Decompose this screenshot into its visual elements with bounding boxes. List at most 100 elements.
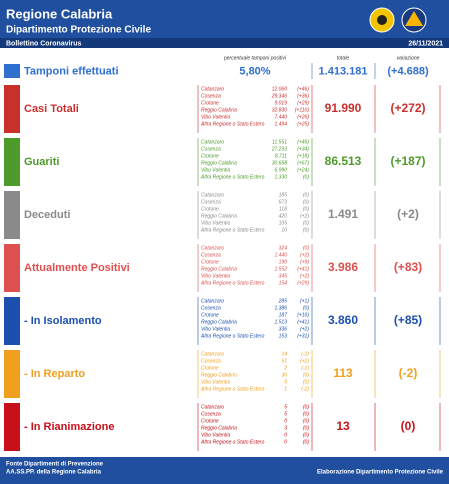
province-name: Vibo Valentia bbox=[201, 379, 230, 385]
section-marker bbox=[4, 138, 20, 186]
province-value: 29.346 bbox=[271, 93, 288, 99]
province-change: (+2) bbox=[300, 326, 309, 332]
province-change: (0) bbox=[303, 192, 309, 198]
province-name: Crotone bbox=[201, 365, 219, 371]
province-name: Altra Regione o Stato Estero bbox=[200, 280, 265, 286]
section-change: (0) bbox=[401, 419, 416, 433]
province-value: 11.551 bbox=[272, 139, 287, 145]
tests-change: (+4.688) bbox=[387, 65, 429, 77]
province-name: Catanzaro bbox=[201, 192, 224, 198]
province-change: (+1) bbox=[300, 298, 309, 304]
province-value: 0 bbox=[284, 432, 287, 438]
province-name: Vibo Valentia bbox=[201, 432, 230, 438]
province-value: 9 bbox=[284, 379, 287, 385]
footer-credit: Elaborazione Dipartimento Protezione Civ… bbox=[317, 470, 444, 476]
province-value: 5 bbox=[284, 411, 287, 417]
province-name: Vibo Valentia bbox=[201, 220, 230, 226]
footer-source-2: AA.SS.PP. della Regione Calabria bbox=[6, 470, 102, 476]
province-change: (+2) bbox=[300, 358, 309, 364]
province-change: (0) bbox=[303, 305, 309, 311]
province-name: Catanzaro bbox=[201, 351, 224, 357]
province-value: 154 bbox=[279, 280, 288, 286]
province-change: (+25) bbox=[297, 121, 309, 127]
province-value: 185 bbox=[279, 192, 288, 198]
section-label: Deceduti bbox=[24, 209, 70, 221]
province-change: (+41) bbox=[297, 266, 309, 272]
province-value: 673 bbox=[279, 199, 288, 205]
province-name: Cosenza bbox=[201, 93, 221, 99]
province-change: (0) bbox=[303, 245, 309, 251]
province-value: 27.233 bbox=[271, 146, 288, 152]
province-name: Reggio Calabria bbox=[201, 425, 237, 431]
section-marker bbox=[4, 85, 20, 133]
province-value: 1.330 bbox=[274, 174, 287, 180]
province-name: Cosenza bbox=[201, 358, 221, 364]
province-value: 14 bbox=[281, 351, 287, 357]
province-name: Vibo Valentia bbox=[201, 114, 230, 120]
bulletin-date: 26/11/2021 bbox=[408, 40, 443, 47]
column-total: totale bbox=[337, 55, 349, 61]
province-name: Altra Regione o Stato Estero bbox=[200, 333, 265, 339]
province-value: 105 bbox=[279, 220, 288, 226]
province-change: (+110) bbox=[295, 107, 310, 113]
province-name: Cosenza bbox=[201, 199, 221, 205]
province-name: Altra Regione o Stato Estero bbox=[200, 174, 265, 180]
section-label: - In Reparto bbox=[24, 368, 85, 380]
header-title: Regione Calabria bbox=[6, 6, 113, 21]
province-change: (0) bbox=[303, 199, 309, 205]
province-value: 9.019 bbox=[274, 100, 287, 106]
section-marker bbox=[4, 244, 20, 292]
province-name: Catanzaro bbox=[201, 86, 224, 92]
tests-total: 1.413.181 bbox=[319, 65, 368, 77]
province-value: 118 bbox=[279, 206, 287, 212]
province-value: 1 bbox=[284, 386, 287, 392]
section-change: (+83) bbox=[394, 260, 422, 274]
province-name: Reggio Calabria bbox=[201, 107, 237, 113]
province-change: (+18) bbox=[297, 153, 309, 159]
province-change: (0) bbox=[303, 174, 309, 180]
province-name: Vibo Valentia bbox=[201, 326, 230, 332]
province-change: (0) bbox=[303, 432, 309, 438]
province-name: Catanzaro bbox=[201, 139, 224, 145]
province-value: 0 bbox=[284, 418, 287, 424]
province-change: (+10) bbox=[297, 312, 309, 318]
province-change: (-1) bbox=[301, 365, 309, 371]
header-subtitle: Dipartimento Protezione Civile bbox=[6, 25, 151, 36]
province-name: Crotone bbox=[201, 418, 219, 424]
footer-source-1: Fonte Dipartimenti di Prevenzione bbox=[6, 462, 104, 468]
province-value: 10 bbox=[281, 227, 287, 233]
province-value: 3 bbox=[284, 425, 287, 431]
province-change: (+34) bbox=[297, 146, 309, 152]
province-change: (0) bbox=[303, 379, 309, 385]
province-value: 1.552 bbox=[274, 266, 287, 272]
section-total: 3.860 bbox=[328, 313, 358, 327]
province-value: 190 bbox=[279, 259, 288, 265]
province-name: Reggio Calabria bbox=[201, 266, 237, 272]
section-label: - In Rianimazione bbox=[24, 421, 114, 433]
province-change: (+41) bbox=[297, 319, 309, 325]
province-change: (0) bbox=[303, 227, 309, 233]
section-label: - In Isolamento bbox=[24, 315, 102, 327]
province-name: Catanzaro bbox=[201, 298, 224, 304]
province-value: 30.658 bbox=[272, 160, 288, 166]
province-value: 32.830 bbox=[272, 107, 288, 113]
province-change: (+29) bbox=[297, 100, 309, 106]
province-name: Cosenza bbox=[201, 411, 221, 417]
province-change: (+24) bbox=[297, 167, 309, 173]
province-name: Cosenza bbox=[201, 146, 221, 152]
province-name: Crotone bbox=[201, 259, 219, 265]
province-change: (0) bbox=[303, 439, 309, 445]
province-change: (0) bbox=[303, 220, 309, 226]
logos bbox=[369, 7, 427, 33]
province-value: 420 bbox=[279, 213, 288, 219]
province-value: 51 bbox=[281, 358, 287, 364]
province-value: 1.440 bbox=[274, 252, 287, 258]
section-total: 1.491 bbox=[328, 207, 358, 221]
section-marker bbox=[4, 350, 20, 398]
bulletin-label: Bollettino Coronavirus bbox=[6, 40, 82, 47]
province-change: (+2) bbox=[300, 252, 309, 258]
province-change: (+46) bbox=[297, 139, 309, 145]
province-name: Catanzaro bbox=[201, 404, 224, 410]
section-change: (+272) bbox=[390, 101, 425, 115]
